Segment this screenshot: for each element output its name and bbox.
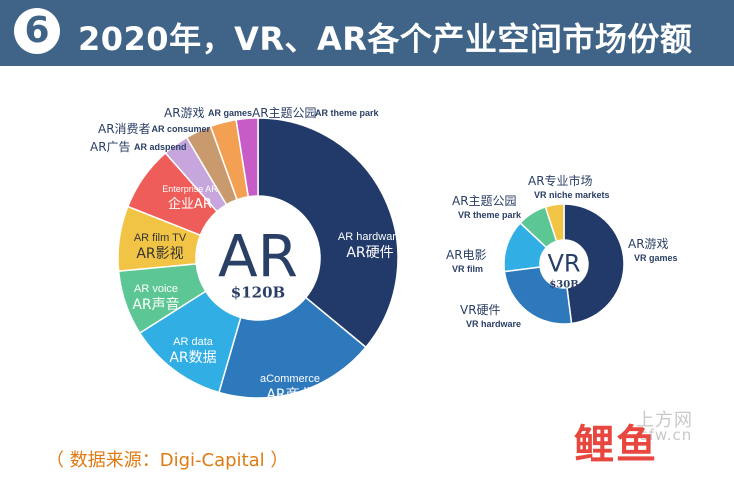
slice-label-en-enterprise-ar: Enterprise AR xyxy=(162,184,218,194)
ar-donut-chart: AR$120B AR hardware AR硬件 aCommerce AR商业 AR da… xyxy=(90,106,402,403)
slice-label-zh-vr-film: AR电影 xyxy=(446,248,487,262)
slice-label-zh-ar-adspend: AR广告 xyxy=(90,140,131,154)
slice-acommerce xyxy=(218,296,367,399)
slice-vr-games xyxy=(563,203,625,325)
slice-label-en-vr-games: VR games xyxy=(634,253,678,263)
slice-label-zh-ar-consumer: AR消费者 xyxy=(98,122,151,136)
section-number-badge: 6 xyxy=(14,8,60,54)
slice-label-en-vr-hardware: VR hardware xyxy=(466,319,521,329)
slice-label-zh-enterprise-ar: 企业AR xyxy=(168,196,212,212)
page-title: 2020年，VR、AR各个产业空间市场份额 xyxy=(78,20,693,58)
slice-label-en-acommerce: aCommerce xyxy=(260,373,320,385)
watermark-site-url: sfw.cn xyxy=(640,426,693,444)
watermark-brand: 鲤鱼 xyxy=(574,422,658,468)
slice-label-en-vr-theme-park: VR theme park xyxy=(458,210,522,220)
slice-label-zh-ar-games: AR游戏 xyxy=(164,106,205,120)
slice-label-en-vr-niche-markets: VR niche markets xyxy=(534,190,610,200)
center-sublabel: $120B xyxy=(231,284,285,302)
slice-label-zh-acommerce: AR商业 xyxy=(266,387,313,403)
vr-donut-chart: VR $30B AR游戏 VR games VR硬件 VR hardware AR电影 VR … xyxy=(446,173,678,329)
slice-vr-niche-markets xyxy=(544,203,565,243)
slice-label-en-ar-hardware: AR hardware xyxy=(338,231,402,243)
slice-label-zh-ar-voice: AR声音 xyxy=(132,296,179,313)
slice-label-zh-ar-film-tv: AR影视 xyxy=(136,246,183,262)
header-bar: 6 2020年，VR、AR各个产业空间市场份额 xyxy=(0,0,734,66)
center-label: AR xyxy=(218,223,298,291)
slice-label-zh-ar-data: AR数据 xyxy=(169,350,216,366)
slice-ar-hardware xyxy=(257,117,399,349)
slice-label-en-vr-film: VR film xyxy=(452,264,483,274)
slice-label-zh-ar-hardware: AR硬件 xyxy=(346,245,393,261)
center-label: VR xyxy=(547,250,580,278)
slice-label-zh-vr-niche-markets: AR专业市场 xyxy=(528,173,593,188)
slice-label-en-ar-adspend: AR adspend xyxy=(134,142,187,152)
slice-ar-theme-park xyxy=(235,117,259,198)
slice-label-zh-vr-games: AR游戏 xyxy=(628,237,669,251)
slice-label-en-ar-film-tv: AR film TV xyxy=(134,232,187,244)
data-source-note: （ 数据来源：Digi-Capital ） xyxy=(46,450,289,471)
slice-label-en-ar-voice: AR voice xyxy=(134,283,178,295)
slice-label-zh-ar-theme-park: AR主题公园 xyxy=(252,106,317,120)
slice-label-en-ar-consumer: AR consumer xyxy=(152,124,211,134)
slice-label-en-ar-games: AR games xyxy=(208,108,252,118)
slice-label-en-ar-data: AR data xyxy=(173,336,214,348)
watermark-site: 上方网 xyxy=(636,410,693,431)
center-sublabel: $30B xyxy=(549,280,578,291)
slice-label-zh-vr-hardware: VR硬件 xyxy=(460,303,501,317)
slice-label-en-ar-theme-park: AR theme park xyxy=(315,108,380,118)
slice-label-zh-vr-theme-park: AR主题公园 xyxy=(452,194,517,208)
slice-vr-hardware xyxy=(503,266,573,325)
